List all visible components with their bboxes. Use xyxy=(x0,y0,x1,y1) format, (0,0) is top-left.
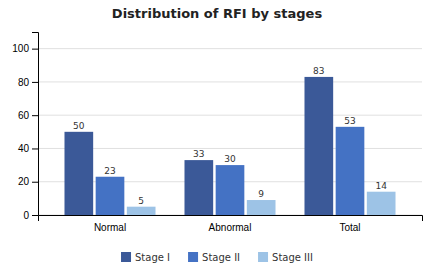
bar xyxy=(304,77,333,215)
tick-label: 60 xyxy=(18,110,30,121)
tick-label: 40 xyxy=(18,143,30,154)
legend-swatch xyxy=(121,252,131,262)
axis-line xyxy=(39,216,423,222)
tick: Total xyxy=(339,222,360,233)
tick: 20 xyxy=(18,176,38,187)
tick: 100 xyxy=(12,43,38,54)
tick: Normal xyxy=(94,222,126,233)
tick: 60 xyxy=(18,110,38,121)
legend-swatch xyxy=(188,252,198,262)
data-label: 23 xyxy=(104,166,115,176)
data-label: 83 xyxy=(313,66,324,76)
data-label: 53 xyxy=(344,116,355,126)
data-labels: 50 33 83 23 30 53 5 9 14 xyxy=(73,66,387,206)
legend-label: Stage II xyxy=(202,252,240,263)
tick-mark xyxy=(32,115,38,116)
grid-line xyxy=(38,148,422,149)
chart: Distribution of RFI by stages50338323305… xyxy=(0,0,434,273)
tick-label: 100 xyxy=(12,43,29,54)
bar xyxy=(127,207,156,215)
tick: Abnormal xyxy=(209,222,252,233)
bar xyxy=(184,160,213,215)
grid-line xyxy=(38,115,422,116)
plot: 50 33 83 23 30 53 5 9 14 0 20 40 60 80 100 Normal Abnorm… xyxy=(12,33,422,234)
bar xyxy=(367,192,396,215)
tick-label: 80 xyxy=(18,77,30,88)
legend-item: Stage I xyxy=(121,252,170,263)
legend-label: Stage III xyxy=(272,252,313,263)
tick-label: Total xyxy=(339,222,360,233)
grid xyxy=(38,49,422,215)
legend-item: Stage III xyxy=(258,252,313,263)
y-axis: 0 20 40 60 80 100 xyxy=(12,33,38,221)
bar xyxy=(64,132,93,215)
tick: 40 xyxy=(18,143,38,154)
tick-label: 20 xyxy=(18,176,30,187)
tick-mark xyxy=(32,148,38,149)
data-label: 50 xyxy=(73,121,85,131)
data-label: 14 xyxy=(375,181,387,191)
grid-line xyxy=(38,48,422,49)
tick-mark xyxy=(32,182,38,183)
data-label: 9 xyxy=(258,189,264,199)
legend-item: Stage II xyxy=(188,252,240,263)
data-label: 30 xyxy=(224,154,236,164)
legend-swatch xyxy=(258,252,268,262)
tick-label: Normal xyxy=(94,222,126,233)
bar xyxy=(216,165,245,215)
bars xyxy=(64,77,395,215)
tick-mark xyxy=(32,215,38,216)
tick-mark xyxy=(32,49,38,50)
legend-label: Stage I xyxy=(135,252,170,263)
grid-line xyxy=(38,81,422,82)
bar xyxy=(96,177,125,215)
data-label: 33 xyxy=(193,149,204,159)
bar xyxy=(247,200,276,215)
x-axis: Normal Abnormal Total xyxy=(39,216,423,234)
axis-line xyxy=(32,33,39,216)
legend: Stage I Stage II Stage III xyxy=(121,252,313,263)
title: Distribution of RFI by stages xyxy=(112,6,323,21)
bar xyxy=(336,127,365,215)
tick-mark xyxy=(32,82,38,83)
data-label: 5 xyxy=(138,196,144,206)
tick: 80 xyxy=(18,77,38,88)
tick-label: 0 xyxy=(23,210,29,221)
tick-label: Abnormal xyxy=(209,222,252,233)
tick: 0 xyxy=(23,210,38,221)
